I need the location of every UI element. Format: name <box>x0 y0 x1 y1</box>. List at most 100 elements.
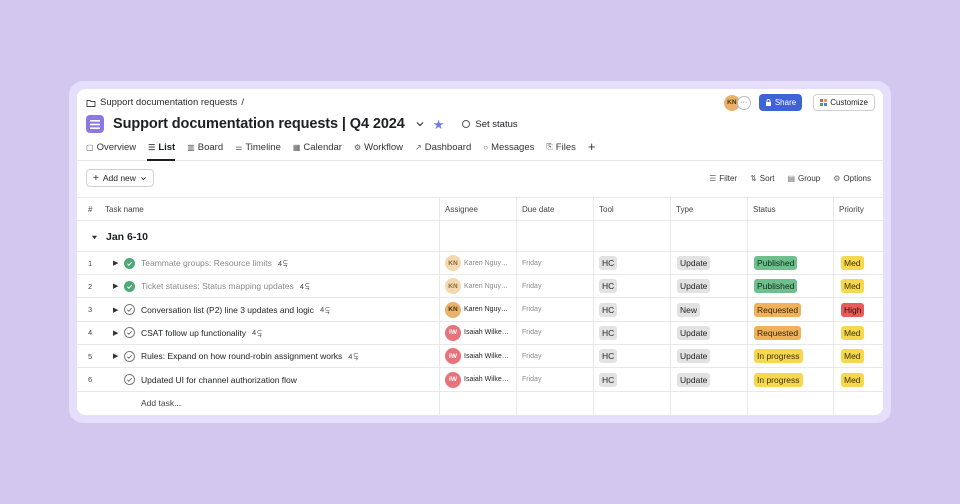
due-date[interactable]: Friday <box>522 306 542 314</box>
status-badge[interactable]: Requested <box>754 325 802 340</box>
tab-files[interactable]: ⎘ Files <box>546 140 575 154</box>
assignee-cell[interactable]: KN Karen Nguy… <box>445 299 508 321</box>
table-row[interactable]: 4 ▶ CSAT follow up functionality 4 ⥹ IW I… <box>77 322 883 345</box>
add-tab-icon[interactable]: + <box>587 139 596 154</box>
column-tool[interactable]: Tool <box>599 205 614 214</box>
tool-badge[interactable]: HC <box>599 325 618 340</box>
task-name[interactable]: Teammate groups: Resource limits <box>141 258 272 268</box>
customize-button[interactable]: Customize <box>813 94 875 111</box>
group-button[interactable]: ▤ Group <box>787 174 820 183</box>
assignee-cell[interactable]: KN Karen Nguy… <box>445 275 508 297</box>
subtask-count[interactable]: 4 ⥹ <box>348 351 358 361</box>
column-assignee[interactable]: Assignee <box>445 205 478 214</box>
tool-badge[interactable]: HC <box>599 279 618 294</box>
due-date[interactable]: Friday <box>522 282 542 290</box>
star-icon[interactable]: ★ <box>432 116 445 132</box>
tool-badge[interactable]: HC <box>599 256 618 270</box>
expand-subtasks-icon[interactable]: ▶ <box>113 283 119 291</box>
more-members-button[interactable]: ··· <box>736 95 751 110</box>
type-badge[interactable]: Update <box>677 325 711 340</box>
tab-calendar[interactable]: ▦ Calendar <box>293 140 342 154</box>
complete-task-checkbox[interactable] <box>124 369 135 391</box>
expand-subtasks-icon[interactable]: ▶ <box>113 306 119 314</box>
add-task-button[interactable]: Add task... <box>141 398 182 408</box>
tab-workflow[interactable]: ⚙ Workflow <box>354 140 403 154</box>
assignee-cell[interactable]: IW Isaiah Wilke… <box>445 369 509 391</box>
status-badge[interactable]: Published <box>754 256 798 270</box>
sort-button[interactable]: ⇅ Sort <box>750 174 774 183</box>
expand-subtasks-icon[interactable]: ▶ <box>113 260 119 267</box>
tool-badge[interactable]: HC <box>599 302 618 317</box>
status-badge[interactable]: Published <box>754 279 798 294</box>
table-row[interactable]: 1 ▶ Teammate groups: Resource limits 4 ⥹ … <box>77 252 883 275</box>
task-name[interactable]: Conversation list (P2) line 3 updates an… <box>141 304 314 315</box>
workflow-icon: ⚙ <box>353 142 362 152</box>
avatar[interactable]: KN <box>723 94 740 111</box>
due-date[interactable]: Friday <box>522 329 542 337</box>
complete-task-checkbox[interactable] <box>124 299 135 321</box>
type-badge[interactable]: New <box>677 302 701 317</box>
type-badge[interactable]: Update <box>677 372 711 387</box>
expand-subtasks-icon[interactable]: ▶ <box>113 329 119 337</box>
task-name[interactable]: Rules: Expand on how round-robin assignm… <box>141 351 343 362</box>
status-badge[interactable]: In progress <box>754 372 803 387</box>
section-header[interactable]: Jan 6-10 <box>77 221 883 252</box>
complete-task-checkbox[interactable] <box>124 275 135 297</box>
priority-badge[interactable]: Med <box>841 349 864 364</box>
priority-badge[interactable]: Med <box>841 372 864 387</box>
column-task-name[interactable]: Task name <box>105 205 144 214</box>
priority-badge[interactable]: Med <box>841 325 864 340</box>
subtask-count[interactable]: 4 ⥹ <box>300 281 310 291</box>
table-row[interactable]: 3 ▶ Conversation list (P2) line 3 update… <box>77 299 883 322</box>
complete-task-checkbox[interactable] <box>124 345 135 367</box>
complete-task-checkbox[interactable] <box>124 252 135 274</box>
due-date[interactable]: Friday <box>522 352 542 360</box>
type-badge[interactable]: Update <box>677 256 711 270</box>
set-status-button[interactable]: Set status <box>462 119 518 130</box>
tab-timeline[interactable]: ⚌ Timeline <box>235 140 281 154</box>
tool-badge[interactable]: HC <box>599 349 618 364</box>
subtask-icon: ⥹ <box>283 258 288 267</box>
share-button[interactable]: Share <box>758 94 803 111</box>
status-badge[interactable]: In progress <box>754 349 803 364</box>
expand-subtasks-icon[interactable]: ▶ <box>113 353 119 361</box>
priority-badge[interactable]: High <box>841 302 865 317</box>
breadcrumb-label[interactable]: Support documentation requests <box>100 97 238 108</box>
tab-list[interactable]: ☰ List <box>148 140 175 154</box>
assignee-cell[interactable]: KN Karen Nguy… <box>445 252 508 274</box>
table-row[interactable]: 2 ▶ Ticket statuses: Status mapping upda… <box>77 275 883 299</box>
column-priority[interactable]: Priority <box>839 205 864 214</box>
due-date[interactable]: Friday <box>522 259 542 267</box>
due-date[interactable]: Friday <box>522 376 542 383</box>
column-status[interactable]: Status <box>753 205 776 214</box>
filter-button[interactable]: ☰ Filter <box>709 174 737 183</box>
subtask-count[interactable]: 4 ⥹ <box>252 328 262 338</box>
options-button[interactable]: ⚙ Options <box>833 174 871 183</box>
task-name[interactable]: Updated UI for channel authorization flo… <box>141 374 297 385</box>
assignee-cell[interactable]: IW Isaiah Wilke… <box>445 345 509 367</box>
task-name[interactable]: CSAT follow up functionality <box>141 327 247 338</box>
assignee-cell[interactable]: IW Isaiah Wilke… <box>445 322 509 344</box>
triangle-down-icon[interactable] <box>91 234 98 241</box>
complete-task-checkbox[interactable] <box>124 322 135 344</box>
type-badge[interactable]: Update <box>677 279 711 294</box>
column-due-date[interactable]: Due date <box>522 205 555 214</box>
priority-badge[interactable]: Med <box>841 279 864 294</box>
subtask-count[interactable]: 4 ⥹ <box>320 305 330 315</box>
column-type[interactable]: Type <box>676 205 694 214</box>
table-row[interactable]: 6 Updated UI for channel authorization f… <box>77 369 883 392</box>
status-badge[interactable]: Requested <box>754 302 802 317</box>
table-row[interactable]: 5 ▶ Rules: Expand on how round-robin ass… <box>77 345 883 369</box>
tab-dashboard[interactable]: ↗ Dashboard <box>415 140 471 154</box>
task-name[interactable]: Ticket statuses: Status mapping updates <box>141 281 294 292</box>
add-new-button[interactable]: + Add new <box>86 169 154 187</box>
tool-badge[interactable]: HC <box>599 372 618 387</box>
subtask-count[interactable]: 4 ⥹ <box>278 258 288 268</box>
breadcrumb[interactable]: Support documentation requests / <box>86 97 244 108</box>
chevron-down-icon[interactable] <box>415 119 425 129</box>
tab-board[interactable]: ▥ Board <box>187 140 223 154</box>
priority-badge[interactable]: Med <box>841 256 864 270</box>
tab-overview[interactable]: ▢ Overview <box>86 140 136 154</box>
type-badge[interactable]: Update <box>677 349 711 364</box>
tab-messages[interactable]: ○ Messages <box>483 140 534 154</box>
